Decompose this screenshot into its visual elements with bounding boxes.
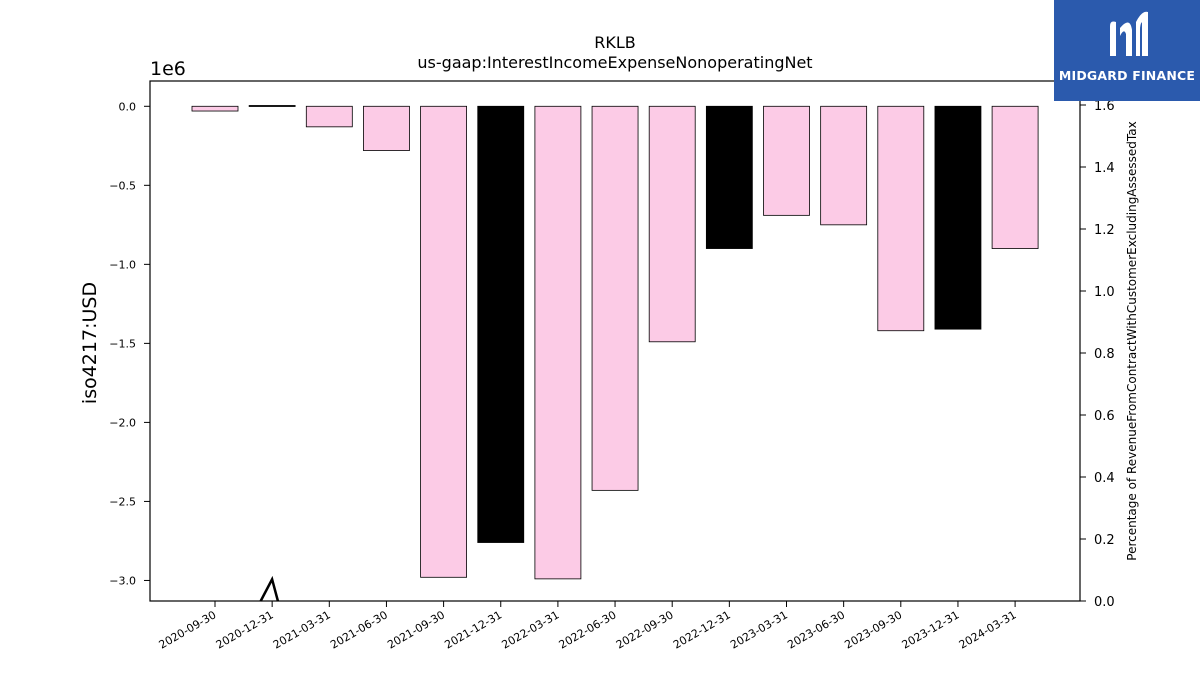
bar-2021-09-30 bbox=[420, 105, 468, 578]
x-tick-label: 2020-09-30 bbox=[157, 608, 219, 651]
y2-ticks: 0.0 0.2 0.4 0.6 0.8 1.0 1.2 1.4 1.6 bbox=[1080, 99, 1115, 610]
y-axis-label: iso4217:USD bbox=[79, 282, 101, 404]
x-tick-label: 2021-03-31 bbox=[271, 608, 333, 651]
x-tick-label: 2022-06-30 bbox=[557, 608, 619, 651]
x-tick-label: 2024-03-31 bbox=[957, 608, 1019, 651]
bar-2021-03-31 bbox=[305, 105, 353, 128]
bar-2022-09-30 bbox=[648, 105, 696, 343]
y2-tick-label: 1.6 bbox=[1094, 99, 1115, 114]
bar-2021-06-30 bbox=[363, 105, 410, 151]
x-tick-label: 2022-03-31 bbox=[500, 608, 562, 651]
bar-2020-12-31 bbox=[248, 105, 296, 107]
bar-2022-12-31 bbox=[705, 105, 753, 249]
bar-2023-09-30 bbox=[877, 105, 925, 332]
y-tick-label: −2.0 bbox=[109, 416, 136, 429]
y2-tick-label: 1.4 bbox=[1094, 161, 1115, 176]
y2-tick-label: 1.0 bbox=[1094, 285, 1115, 300]
y-tick-label: −0.5 bbox=[109, 179, 136, 192]
x-tick-label: 2021-12-31 bbox=[442, 608, 504, 651]
x-tick-label: 2022-12-31 bbox=[671, 608, 733, 651]
x-tick-label: 2021-09-30 bbox=[385, 608, 447, 651]
x-tick-label: 2020-12-31 bbox=[214, 608, 276, 651]
y-tick-label: 0.0 bbox=[119, 100, 137, 113]
bar-2022-03-31 bbox=[534, 105, 582, 580]
y-ticks: 0.0 −0.5 −1.0 −1.5 −2.0 −2.5 −3.0 bbox=[109, 100, 150, 587]
bar-2023-03-31 bbox=[763, 105, 810, 216]
x-tick-label: 2023-12-31 bbox=[900, 608, 962, 651]
y2-axis-label: Percentage of RevenueFromContractWithCus… bbox=[1125, 121, 1139, 560]
bar-2022-06-30 bbox=[591, 105, 639, 491]
secondary-series-line bbox=[259, 575, 280, 602]
x-tick-label: 2023-06-30 bbox=[785, 608, 847, 651]
bars bbox=[191, 105, 1039, 580]
midgard-finance-logo: MIDGARD FINANCE bbox=[1054, 0, 1200, 101]
chart-subtitle: us-gaap:InterestIncomeExpenseNonoperatin… bbox=[417, 53, 812, 72]
x-ticks: 2020-09-302020-12-312021-03-312021-06-30… bbox=[157, 601, 1019, 652]
y-tick-label: −1.0 bbox=[109, 258, 136, 271]
y2-tick-label: 0.4 bbox=[1094, 471, 1115, 486]
bar-2020-09-30 bbox=[191, 105, 239, 112]
logo-mark-icon bbox=[1110, 11, 1148, 56]
y-tick-label: −2.5 bbox=[109, 495, 136, 508]
y2-tick-label: 1.2 bbox=[1094, 223, 1115, 238]
y2-tick-label: 0.6 bbox=[1094, 409, 1115, 424]
y-tick-label: −3.0 bbox=[109, 574, 136, 587]
bar-2023-06-30 bbox=[820, 105, 868, 226]
bar-2023-12-31 bbox=[934, 105, 982, 330]
y-tick-label: −1.5 bbox=[109, 337, 136, 350]
y2-tick-label: 0.2 bbox=[1094, 533, 1115, 548]
x-tick-label: 2023-03-31 bbox=[728, 608, 790, 651]
bar-2021-12-31 bbox=[477, 105, 525, 543]
y2-tick-label: 0.0 bbox=[1094, 595, 1115, 610]
logo-text: MIDGARD FINANCE bbox=[1058, 68, 1196, 83]
bar-2024-03-31 bbox=[991, 105, 1039, 249]
x-tick-label: 2023-09-30 bbox=[842, 608, 904, 651]
x-tick-label: 2021-06-30 bbox=[328, 608, 390, 651]
x-tick-label: 2022-09-30 bbox=[614, 608, 676, 651]
secondary-series bbox=[259, 575, 280, 602]
chart-title: RKLB bbox=[594, 33, 636, 52]
plot-frame bbox=[149, 80, 1081, 602]
y2-tick-label: 0.8 bbox=[1094, 347, 1115, 362]
y-offset-label: 1e6 bbox=[150, 58, 186, 80]
